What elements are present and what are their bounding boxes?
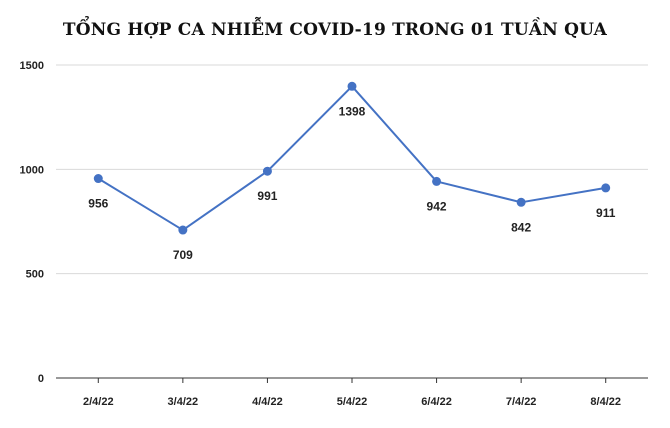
x-tick-label: 6/4/22 (421, 396, 452, 408)
data-label: 911 (596, 206, 616, 220)
data-point (93, 174, 103, 184)
y-tick-label: 500 (26, 269, 44, 281)
data-label: 709 (173, 248, 193, 262)
x-tick-label: 5/4/22 (337, 396, 368, 408)
data-point (178, 225, 188, 235)
chart-title: TỔNG HỢP CA NHIỄM COVID-19 TRONG 01 TUẦN… (62, 20, 608, 40)
data-label: 1398 (339, 104, 366, 118)
y-tick-label: 0 (38, 373, 44, 385)
data-point (432, 176, 442, 186)
data-label: 942 (427, 199, 447, 213)
x-tick-label: 8/4/22 (590, 396, 621, 408)
x-tick-label: 3/4/22 (168, 396, 199, 408)
y-tick-label: 1000 (20, 164, 44, 176)
x-tick-label: 2/4/22 (83, 396, 114, 408)
data-point (262, 166, 272, 176)
x-tick-label: 4/4/22 (252, 396, 283, 408)
data-point (347, 81, 357, 91)
data-label: 842 (511, 220, 531, 234)
data-label: 991 (257, 189, 277, 203)
data-label: 956 (88, 197, 108, 211)
data-point (601, 183, 611, 193)
x-tick-label: 7/4/22 (506, 396, 537, 408)
y-tick-label: 1500 (20, 60, 44, 72)
data-point (516, 197, 526, 207)
